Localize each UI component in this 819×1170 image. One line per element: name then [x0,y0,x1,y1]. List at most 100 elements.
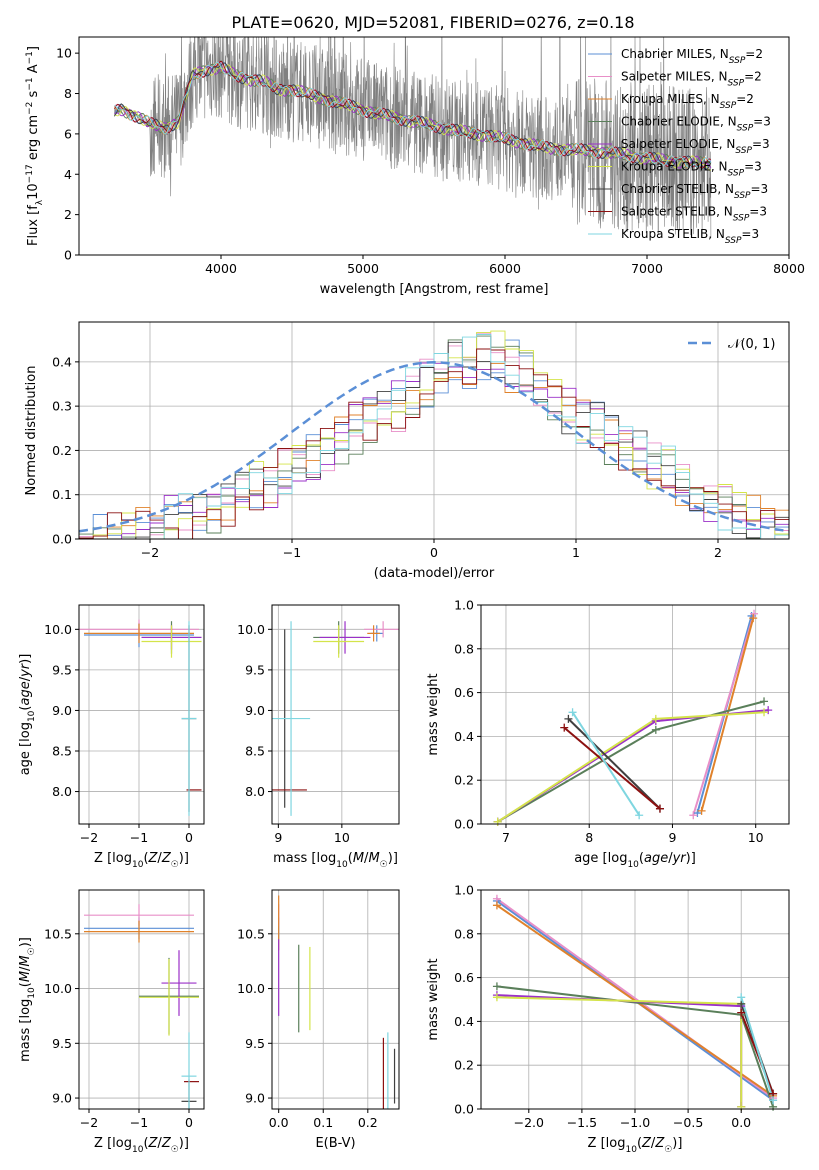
y-tick-label: 10.0 [44,622,72,637]
x-tick-label: 10 [748,830,764,845]
x-tick-label: −2 [80,1115,98,1130]
x-axis-label: (data-model)/error [374,566,495,581]
y-tick-label: 9.5 [245,662,265,677]
series-point [737,993,746,1002]
series-point [651,714,660,723]
y-tick-label: 0.2 [52,443,72,458]
y-tick-label: 10.0 [237,622,265,637]
y-tick-label: 0.0 [454,1102,474,1117]
x-tick-label: −0.5 [673,1115,703,1130]
x-tick-label: −1 [130,1115,148,1130]
y-tick-label: 9.5 [245,1036,265,1051]
y-axis-label: age [log10(age/yr)] [18,654,37,776]
y-tick-label: 9.5 [52,1036,72,1051]
plot-area [278,895,396,1109]
data-spectrum-line [114,37,712,238]
legend-entry: Kroupa MILES, NSSP=2 [621,92,754,111]
series-point [492,993,501,1002]
y-tick-label: 2 [64,207,72,222]
y-tick-label: 0.0 [52,532,72,547]
series-line [567,718,661,810]
series-line [571,711,641,816]
y-tick-label: 0.1 [52,487,72,502]
y-tick-label: 4 [64,167,72,182]
legend-entry: Salpeter ELODIE, NSSP=3 [621,137,770,156]
series-point [689,811,698,820]
y-tick-label: 8.0 [245,784,265,799]
legend-entry: Chabrier MILES, NSSP=2 [621,47,763,66]
y-tick-label: 1.0 [454,598,474,613]
y-axis-label: mass [log10(M/M☉)] [18,937,37,1062]
series-point [769,1096,778,1105]
model-spectrum-line [114,61,712,169]
axes-frame [271,889,400,1110]
plot-area [114,37,712,238]
legend-entry: 𝒩(0, 1) [728,337,775,352]
x-tick-label: 6000 [489,261,521,276]
x-tick-label: −1 [283,545,301,560]
ebv-mass-panel: 0.0 0.1 0.2 9.0 9.5 10.0 10.5 E(B-V) [237,889,400,1151]
histogram-step [79,334,789,539]
series-line [563,726,661,810]
x-tick-label: 0.0 [731,1115,751,1130]
y-tick-label: 8 [64,86,72,101]
model-spectrum-line [114,60,712,169]
y-tick-label: 1.0 [454,883,474,898]
x-tick-label: −1 [130,830,148,845]
series-line [740,997,775,1101]
y-tick-label: 0.6 [454,685,474,700]
legend-entry: Salpeter MILES, NSSP=2 [621,70,762,89]
series-point [564,714,573,723]
x-axis-label: E(B-V) [315,1136,355,1151]
series-point [693,809,702,818]
y-tick-label: 8.0 [52,784,72,799]
x-tick-label: 9 [274,830,282,845]
series-point [651,725,660,734]
y-tick-label: 6 [64,126,72,141]
plot-area [79,619,202,816]
series-point [568,708,577,717]
legend-entry: Kroupa ELODIE, NSSP=3 [621,160,762,179]
y-axis-label: mass weight [426,958,441,1040]
x-tick-label: −2.0 [514,1115,544,1130]
series-point [737,1008,746,1017]
histogram-step [79,348,789,539]
x-axis-label: Z [log10(Z/Z☉)] [94,1136,189,1155]
x-tick-label: −2 [80,830,98,845]
x-tick-label: 0 [185,1115,193,1130]
x-tick-label: 7 [502,830,510,845]
x-axis-label: wavelength [Angstrom, rest frame] [320,282,549,297]
z-mass-panel: −2 −1 0 9.0 9.5 10.0 10.5 Z [log10(Z/Z☉)] mass [… [18,889,205,1155]
series-point [492,982,501,991]
axes-frame [78,604,205,825]
z-weight-panel: −2.0 −1.5 −1.0 −0.5 0.0 0.0 0.2 0.4 0.6 0.8 1.0 Z [… [426,883,790,1155]
x-axis-label: age [log10(age/yr)] [574,851,696,870]
x-tick-label: 8 [585,830,593,845]
series-point [760,708,769,717]
age-weight-panel: 7 8 9 10 0.0 0.2 0.4 0.6 0.8 1.0 age [log10(age/yr… [426,598,790,870]
plot-area [79,330,789,539]
axes-frame [480,604,790,825]
residuals-panel: −2 −1 0 1 2 0.0 0.1 0.2 0.3 0.4 (data-model)/error… [24,321,790,581]
x-axis-label: Z [log10(Z/Z☉)] [588,1136,683,1155]
y-tick-label: 0.8 [454,926,474,941]
axes-frame [78,36,790,256]
y-axis-label: Normed distribution [24,366,39,496]
series-point [760,697,769,706]
y-tick-label: 0 [64,248,72,263]
series-point [635,811,644,820]
legend-entry: Salpeter STELIB, NSSP=3 [621,205,767,224]
axes-frame [271,604,400,825]
x-tick-label: 0.1 [313,1115,333,1130]
y-tick-label: 10.0 [44,981,72,996]
plot-area [272,621,399,816]
mass-age-panel: 9 10 8.0 8.5 9.0 9.5 10.0 mass [log10(M/M☉)] [237,604,400,870]
x-tick-label: 2 [714,545,722,560]
x-axis-label: Z [log10(Z/Z☉)] [94,851,189,870]
x-tick-label: 10 [334,830,350,845]
x-tick-label: 4000 [205,261,237,276]
y-tick-label: 0.0 [454,817,474,832]
x-tick-label: −1.5 [567,1115,597,1130]
series-point [764,706,773,715]
